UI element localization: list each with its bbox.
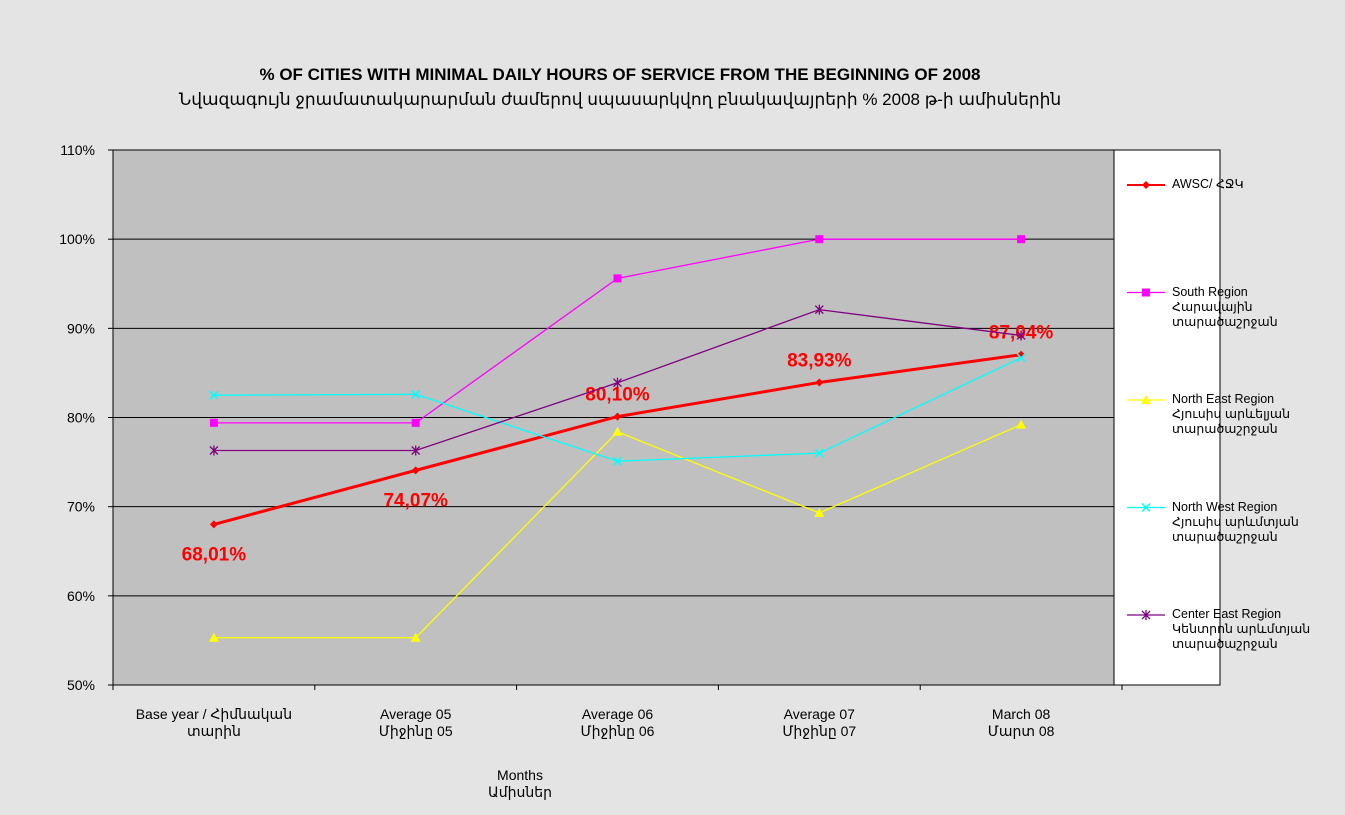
marker	[612, 456, 623, 466]
x-axis-label: Months Ամիսներ	[488, 767, 552, 800]
marker	[815, 235, 824, 244]
marker	[411, 389, 421, 399]
marker	[1016, 419, 1027, 429]
legend-label: South Region Հարավային տարածաշրջան	[1172, 284, 1278, 329]
data-label: 68,01%	[182, 544, 247, 565]
y-tick-label: 60%	[67, 588, 95, 604]
x-tick-label: Average 07 Միջինը 07	[782, 706, 857, 739]
y-tick-label: 110%	[60, 142, 95, 158]
legend-label: Center East Region Կենտրոն արևմտյան տարա…	[1172, 607, 1311, 651]
legend-label: North East Region Հյուսիս արևելյան տարած…	[1172, 392, 1290, 436]
y-tick-label: 90%	[67, 320, 95, 336]
marker	[1016, 330, 1026, 341]
marker	[1142, 181, 1150, 189]
x-tick-label: Base year / Հիմնական տարին	[135, 706, 293, 739]
legend-label: AWSC/ ՀՋԿ	[1172, 177, 1244, 191]
x-tick-label: March 08 Մարտ 08	[987, 706, 1055, 739]
chart-subtitle: Նվազագույն ջրամատակարարման ժամերով սպասա…	[179, 90, 1061, 109]
marker	[1141, 610, 1151, 620]
marker	[612, 426, 623, 436]
data-label: 74,07%	[383, 490, 448, 511]
data-label: 80,10%	[585, 385, 650, 406]
marker	[209, 520, 218, 529]
y-tick-label: 70%	[67, 499, 95, 515]
marker	[1016, 353, 1026, 363]
marker	[613, 412, 622, 421]
marker	[411, 418, 420, 427]
marker	[1141, 502, 1151, 513]
legend	[1113, 149, 1221, 686]
marker	[613, 377, 622, 388]
x-tick-label: Average 06 Միջինը 06	[580, 706, 655, 739]
legend-label: North West Region Հյուսիս արևմտյան տարած…	[1172, 499, 1299, 544]
y-tick-label: 80%	[67, 410, 95, 426]
marker	[814, 304, 824, 315]
marker	[209, 390, 219, 400]
marker	[815, 378, 824, 387]
chart-title: % OF CITIES WITH MINIMAL DAILY HOURS OF …	[259, 65, 980, 84]
marker	[209, 418, 218, 427]
marker	[208, 632, 219, 642]
marker	[613, 274, 622, 283]
marker	[411, 445, 421, 456]
marker	[814, 448, 824, 458]
y-tick-label: 100%	[59, 231, 95, 247]
marker	[411, 466, 420, 475]
x-tick-label: Average 05 Միջինը 05	[378, 706, 453, 739]
marker	[1141, 395, 1151, 404]
marker	[1017, 235, 1026, 244]
data-label: 83,93%	[787, 350, 852, 371]
marker	[410, 632, 421, 642]
marker	[209, 445, 219, 456]
marker	[1142, 288, 1150, 297]
marker	[814, 507, 825, 517]
y-tick-label: 50%	[67, 677, 95, 693]
